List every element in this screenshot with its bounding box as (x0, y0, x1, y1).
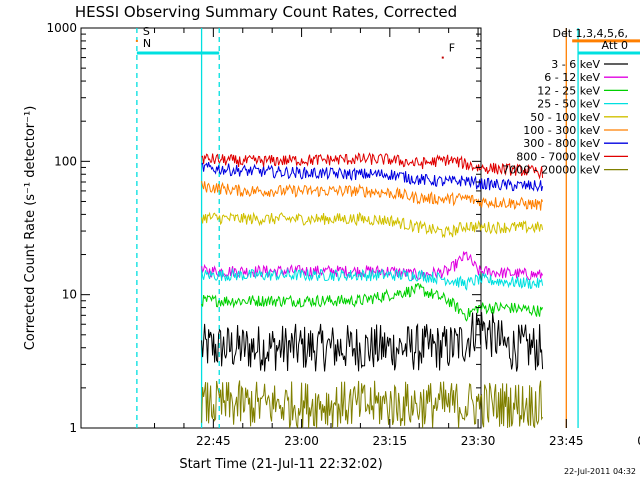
y-tick-label: 100 (54, 154, 77, 168)
legend-entry-label: 3 - 6 keV (551, 58, 600, 71)
flag-bars: SN F (135, 25, 640, 59)
y-axis-label: Corrected Count Rate (s⁻¹ detector⁻¹) (23, 106, 38, 351)
flag-label: N (143, 37, 151, 50)
y-tick-label: 1 (69, 421, 77, 435)
legend-entry-label: 25 - 50 keV (537, 98, 600, 111)
y-tick-label: 1000 (46, 21, 77, 35)
series-line (201, 312, 544, 372)
legend-header-line-1: Det 1,3,4,5,6, (552, 27, 628, 40)
flag-dot (135, 39, 138, 42)
series-line (201, 267, 544, 291)
x-tick-label: 23:15 (373, 434, 408, 448)
legend-entry-label: 7000 - 20000 keV (502, 164, 600, 177)
series-line (201, 180, 544, 211)
series-line (201, 211, 544, 239)
x-tick-label: 23:30 (461, 434, 496, 448)
series-line (201, 380, 544, 429)
series-line (201, 152, 544, 180)
legend-entry-label: 100 - 300 keV (523, 124, 600, 137)
vertical-markers (136, 28, 579, 428)
flag-label: F (449, 42, 455, 55)
legend-entry-label: 300 - 800 keV (523, 137, 600, 150)
x-tick-label: 22:45 (196, 434, 231, 448)
x-axis-label: Start Time (21-Jul-11 22:32:02) (179, 457, 382, 472)
y-axis-ticks: 1 10 100 1000 (46, 21, 481, 435)
x-tick-label: 23:45 (549, 434, 584, 448)
flag-label: S (143, 25, 150, 38)
legend-entry-label: 12 - 25 keV (537, 84, 600, 97)
y-tick-label: 10 (62, 288, 77, 302)
plot-area: SN F 1 10 100 1000 22:45 23:00 23:15 23:30 23:45… (46, 21, 640, 448)
series-line (201, 283, 544, 322)
legend-entry-label: 800 - 7000 keV (516, 150, 600, 163)
x-tick-label: 23:00 (284, 434, 319, 448)
flag-dot (441, 56, 444, 59)
x-tick-label: 00:00 (637, 434, 640, 448)
x-axis-ticks: 22:45 23:00 23:15 23:30 23:45 00:00 (154, 28, 640, 448)
legend-entry-label: 6 - 12 keV (544, 71, 600, 84)
legend-header-line-2: Att 0 (602, 39, 628, 52)
footer-date: 22-Jul-2011 04:32 (564, 467, 636, 476)
series-line (201, 161, 544, 193)
legend-entry-label: 50 - 100 keV (530, 111, 600, 124)
chart-title: HESSI Observing Summary Count Rates, Cor… (75, 3, 457, 21)
series-lines (201, 152, 544, 429)
